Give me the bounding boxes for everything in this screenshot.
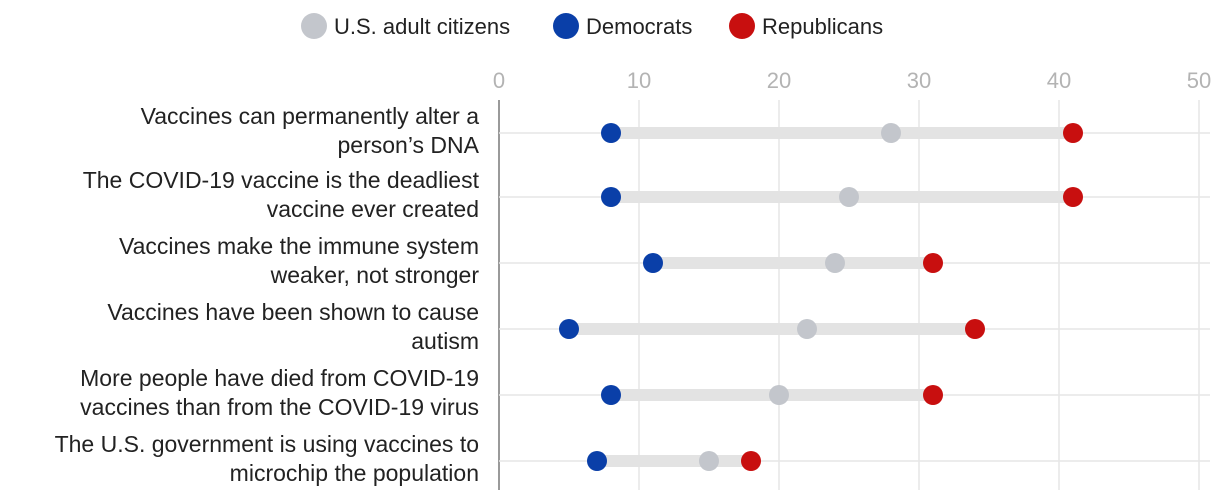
point-dem — [587, 451, 607, 471]
chart-rows: Vaccines can permanently alter a person’s… — [55, 103, 1210, 486]
point-adults — [839, 187, 859, 207]
point-dem — [601, 187, 621, 207]
x-tick-label: 10 — [627, 68, 651, 93]
dumbbell-connector — [611, 127, 1073, 139]
category-label: The U.S. government is using vaccines to… — [55, 431, 479, 486]
chart-row: The U.S. government is using vaccines to… — [55, 431, 1210, 486]
category-label-line: Vaccines make the immune system — [119, 233, 479, 259]
gridlines — [498, 100, 1200, 490]
category-label-line: person’s DNA — [338, 132, 480, 158]
x-tick-label: 0 — [493, 68, 505, 93]
point-rep — [923, 385, 943, 405]
category-label-line: vaccine ever created — [267, 196, 479, 222]
category-label: More people have died from COVID-19 vacci… — [80, 365, 479, 420]
category-label: Vaccines make the immune system weaker, n… — [119, 233, 479, 288]
chart-row: Vaccines can permanently alter a person’s… — [141, 103, 1210, 158]
dumbbell-connector — [569, 323, 975, 335]
legend-swatch-rep — [729, 13, 755, 39]
legend-swatch-dem — [553, 13, 579, 39]
dumbbell-connector — [597, 455, 751, 467]
point-dem — [559, 319, 579, 339]
category-label-line: vaccines than from the COVID-19 virus — [80, 394, 479, 420]
legend-swatch-adults — [301, 13, 327, 39]
point-rep — [923, 253, 943, 273]
category-label-line: More people have died from COVID-19 — [80, 365, 479, 391]
x-tick-label: 30 — [907, 68, 931, 93]
chart-row: The COVID-19 vaccine is the deadliest vac… — [83, 167, 1210, 222]
point-adults — [699, 451, 719, 471]
point-dem — [601, 385, 621, 405]
point-rep — [1063, 123, 1083, 143]
x-tick-label: 50 — [1187, 68, 1211, 93]
category-label: Vaccines have been shown to cause autism — [107, 299, 479, 354]
point-adults — [769, 385, 789, 405]
category-label-line: autism — [411, 328, 479, 354]
category-label-line: Vaccines can permanently alter a — [141, 103, 480, 129]
x-tick-label: 40 — [1047, 68, 1071, 93]
dumbbell-connector — [653, 257, 933, 269]
point-dem — [601, 123, 621, 143]
category-label-line: Vaccines have been shown to cause — [107, 299, 479, 325]
point-dem — [643, 253, 663, 273]
chart-row: More people have died from COVID-19 vacci… — [80, 365, 1210, 420]
point-rep — [741, 451, 761, 471]
chart-row: Vaccines have been shown to cause autism — [107, 299, 1210, 354]
point-adults — [881, 123, 901, 143]
legend-label-adults: U.S. adult citizens — [334, 14, 510, 39]
point-adults — [797, 319, 817, 339]
category-label-line: The U.S. government is using vaccines to — [55, 431, 479, 457]
category-label: The COVID-19 vaccine is the deadliest vac… — [83, 167, 480, 222]
category-label-line: weaker, not stronger — [270, 262, 480, 288]
category-label-line: microchip the population — [230, 460, 479, 486]
point-adults — [825, 253, 845, 273]
legend-label-dem: Democrats — [586, 14, 692, 39]
category-label-line: The COVID-19 vaccine is the deadliest — [83, 167, 480, 193]
x-axis-ticks: 0 10 20 30 40 50 — [493, 68, 1211, 93]
point-rep — [965, 319, 985, 339]
legend: U.S. adult citizens Democrats Republicans — [301, 13, 883, 39]
x-tick-label: 20 — [767, 68, 791, 93]
chart-row: Vaccines make the immune system weaker, n… — [119, 233, 1210, 288]
legend-label-rep: Republicans — [762, 14, 883, 39]
point-rep — [1063, 187, 1083, 207]
category-label: Vaccines can permanently alter a person’s… — [141, 103, 480, 158]
